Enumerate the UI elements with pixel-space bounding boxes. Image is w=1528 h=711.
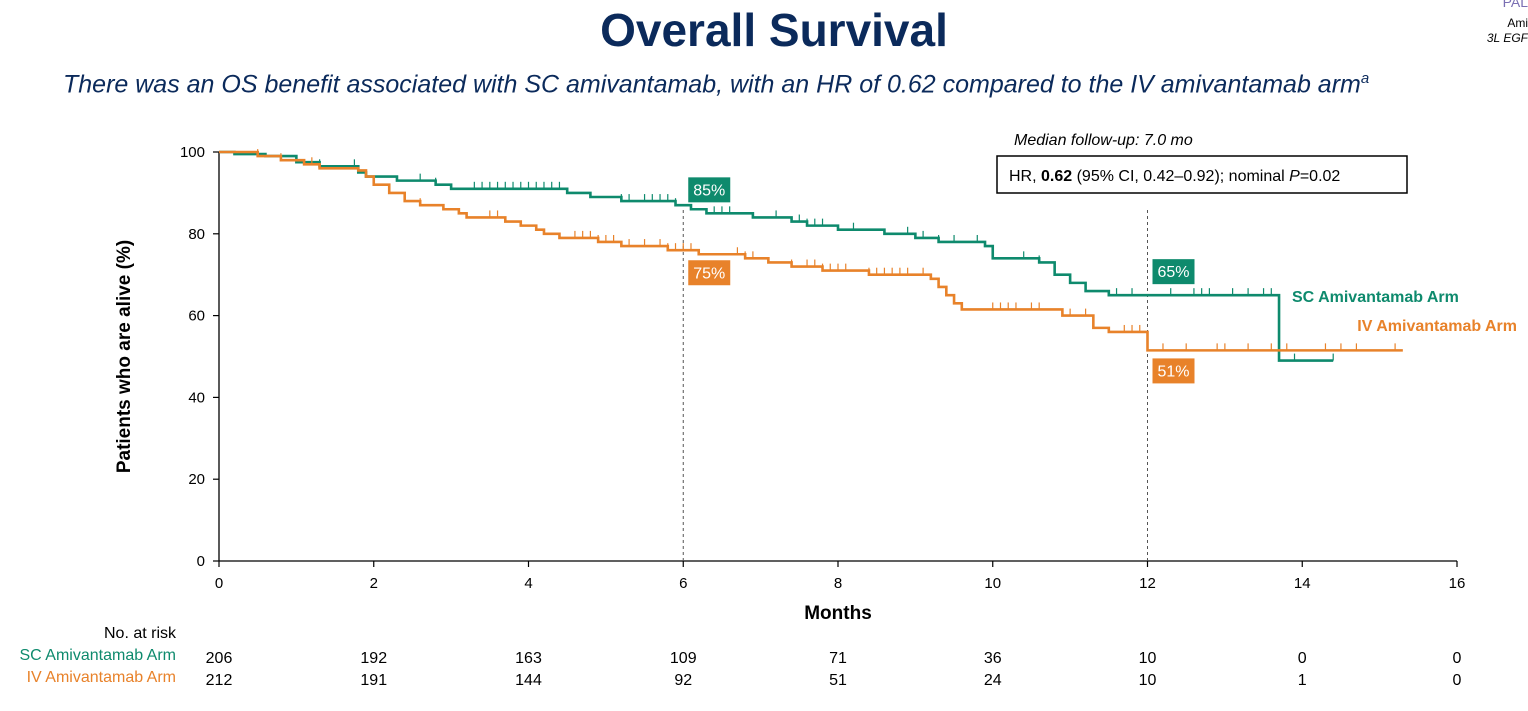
- x-tick-label: 14: [1294, 575, 1311, 592]
- risk-count-iv: 191: [360, 672, 387, 689]
- risk-count-sc: 10: [1139, 650, 1157, 667]
- y-tick-label: 0: [197, 553, 205, 570]
- risk-count-sc: 0: [1298, 650, 1307, 667]
- series-label-sc: SC Amivantamab Arm: [1292, 289, 1459, 306]
- x-tick-label: 0: [215, 575, 223, 592]
- risk-count-iv: 144: [515, 672, 542, 689]
- risk-count-sc: 36: [984, 650, 1002, 667]
- page-title: Overall Survival: [600, 4, 948, 56]
- survival-curve-sc: [219, 150, 1334, 362]
- callout-label-sc: 85%: [693, 182, 725, 199]
- corner-text-3: 3L EGF: [1486, 31, 1528, 45]
- risk-count-sc: 109: [670, 650, 697, 667]
- x-tick-label: 4: [524, 575, 532, 592]
- risk-count-iv: 1: [1298, 672, 1307, 689]
- y-tick-label: 60: [188, 308, 205, 325]
- survival-curve-iv: [219, 150, 1403, 352]
- x-tick-label: 12: [1139, 575, 1156, 592]
- y-tick-label: 100: [180, 144, 205, 161]
- subtitle: There was an OS benefit associated with …: [63, 70, 1369, 99]
- y-tick-label: 80: [188, 226, 205, 243]
- hr-text-part: P: [1289, 168, 1300, 185]
- median-followup: Median follow-up: 7.0 mo: [1014, 132, 1193, 149]
- subtitle-footnote-marker: a: [1360, 70, 1370, 87]
- subtitle-text: There was an OS benefit associated with …: [63, 70, 1361, 99]
- x-tick-label: 8: [834, 575, 842, 592]
- hr-text: HR, 0.62 (95% CI, 0.42–0.92); nominal P=…: [1009, 168, 1340, 185]
- x-tick-label: 6: [679, 575, 687, 592]
- callout-label-sc: 65%: [1157, 264, 1189, 281]
- y-tick-label: 20: [188, 471, 205, 488]
- risk-count-iv: 0: [1453, 672, 1462, 689]
- callout-label-iv: 75%: [693, 265, 725, 282]
- callout-box-iv: [1152, 358, 1195, 384]
- risk-count-sc: 71: [829, 650, 847, 667]
- risk-count-iv: 212: [206, 672, 233, 689]
- risk-count-sc: 192: [360, 650, 387, 667]
- corner-text-2: Ami: [1507, 16, 1528, 30]
- series-label-iv: IV Amivantamab Arm: [1357, 318, 1517, 335]
- x-tick-label: 2: [370, 575, 378, 592]
- risk-count-sc: 0: [1453, 650, 1462, 667]
- risk-count-iv: 92: [674, 672, 692, 689]
- risk-count-sc: 163: [515, 650, 542, 667]
- y-tick-label: 40: [188, 389, 205, 406]
- hr-text-part: HR,: [1009, 168, 1041, 185]
- risk-label-sc: SC Amivantamab Arm: [19, 647, 177, 664]
- y-axis-label: Patients who are alive (%): [114, 240, 135, 473]
- risk-count-iv: 24: [984, 672, 1002, 689]
- hr-text-part: (95% CI, 0.42–0.92); nominal: [1072, 168, 1289, 185]
- hr-text-part: =0.02: [1300, 168, 1341, 185]
- risk-count-sc: 206: [206, 650, 233, 667]
- callout-label-iv: 51%: [1157, 363, 1189, 380]
- hr-text-part: 0.62: [1041, 168, 1072, 185]
- risk-count-iv: 10: [1139, 672, 1157, 689]
- callout-box-sc: [1152, 259, 1195, 285]
- corner-text-1: PAL: [1502, 0, 1528, 10]
- callout-box-iv: [688, 260, 731, 286]
- risk-label-iv: IV Amivantamab Arm: [26, 669, 176, 686]
- x-axis-label: Months: [804, 603, 872, 624]
- risk-count-iv: 51: [829, 672, 847, 689]
- callout-box-sc: [688, 177, 731, 203]
- x-tick-label: 16: [1449, 575, 1466, 592]
- hr-box: [996, 155, 1408, 194]
- x-tick-label: 10: [984, 575, 1001, 592]
- risk-table-title: No. at risk: [103, 625, 176, 642]
